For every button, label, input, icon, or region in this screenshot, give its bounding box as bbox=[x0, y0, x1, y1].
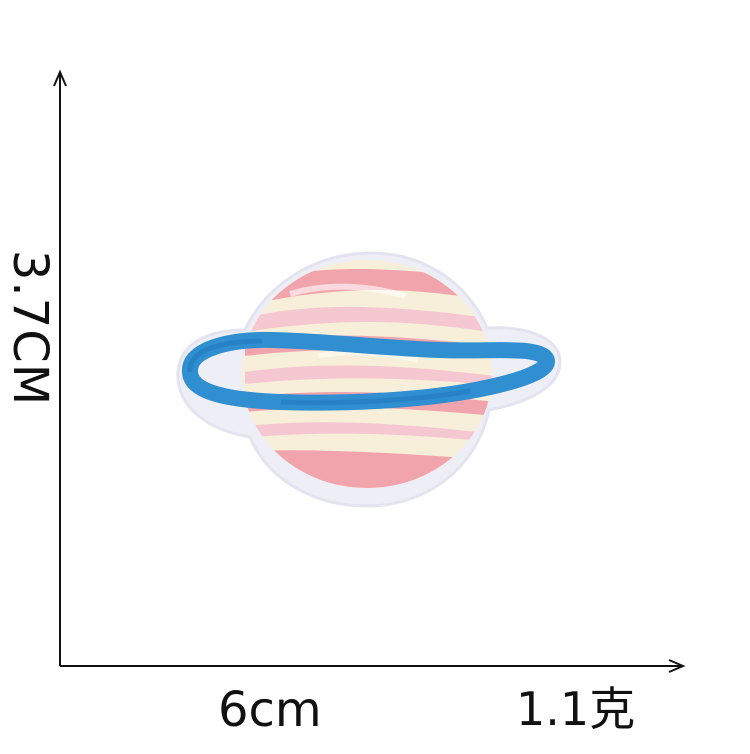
horizontal-axis-arrow-icon bbox=[668, 659, 686, 673]
height-label: 3.7CM bbox=[2, 249, 58, 407]
vertical-axis-arrow-icon bbox=[53, 69, 67, 87]
planet-patch-icon bbox=[176, 251, 562, 508]
weight-label: 1.1克 bbox=[516, 682, 636, 736]
width-label: 6cm bbox=[218, 682, 322, 738]
